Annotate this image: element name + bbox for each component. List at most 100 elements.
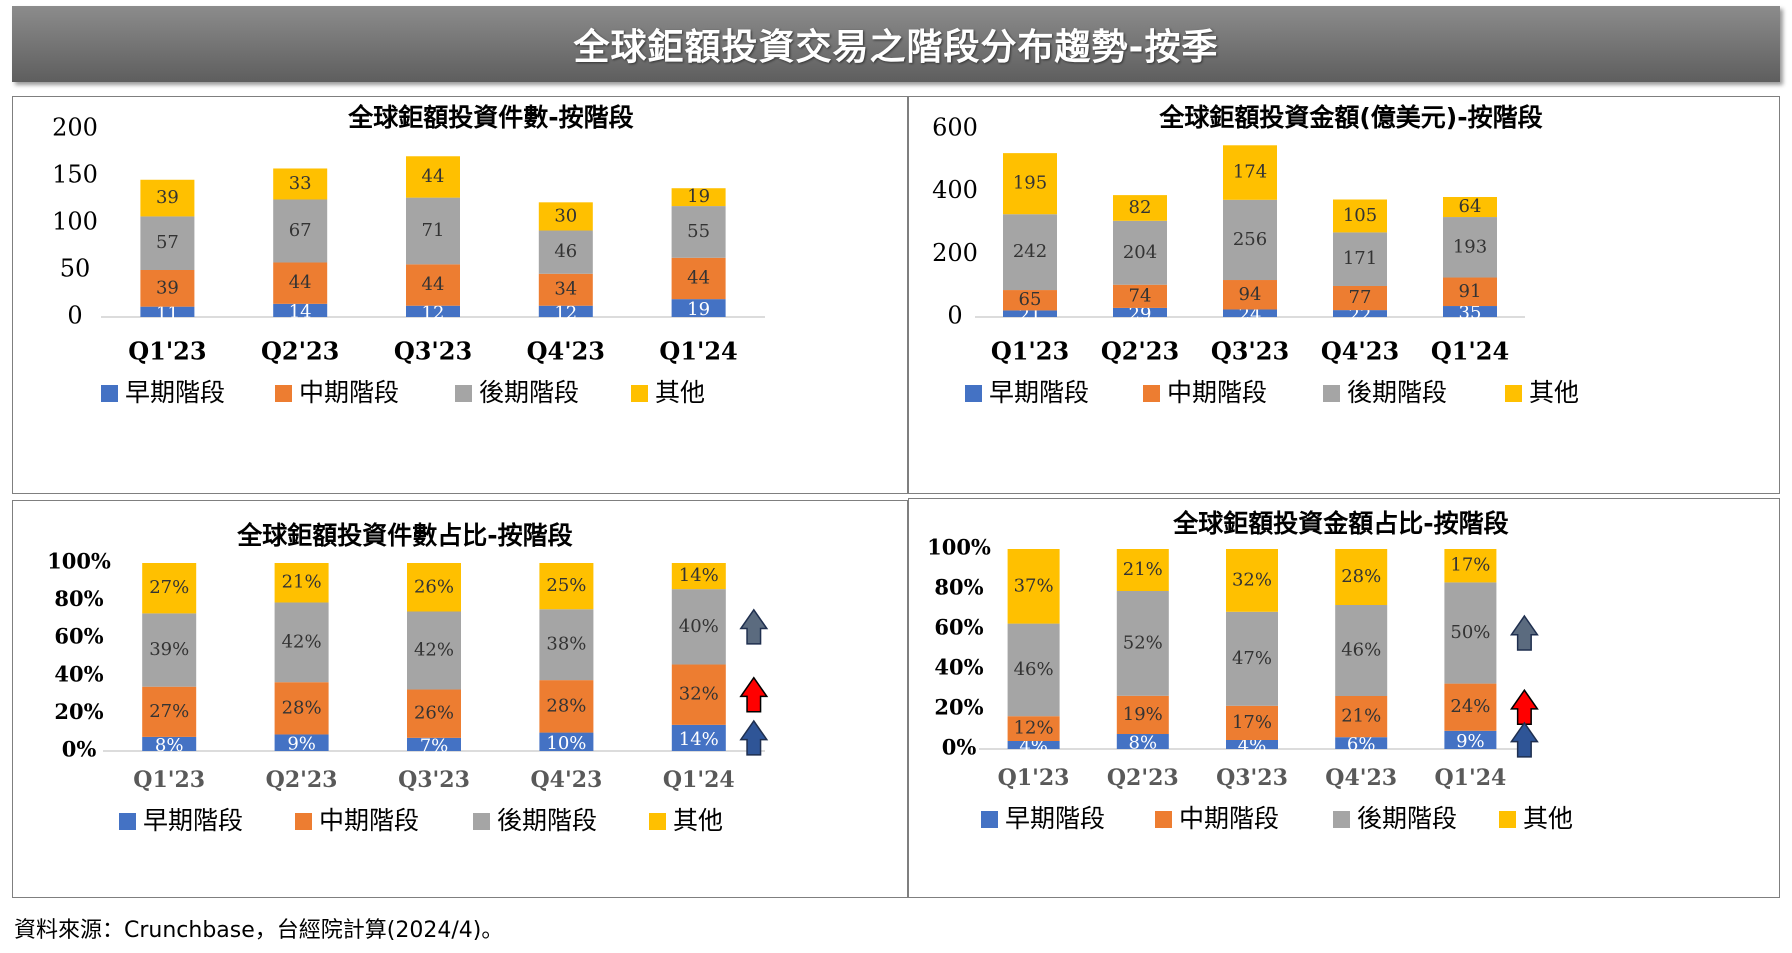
chart-count-share: 全球鉅額投資件數占比-按階段 0% 20% 40% 60% 80% 100% 8% 27% 39%… (47, 521, 769, 835)
legend-swatch (473, 813, 490, 830)
data-label: 94 (1239, 284, 1262, 305)
data-label: 24 (1239, 304, 1262, 325)
bar-segment (1335, 696, 1388, 738)
trend-arrow-icon (1509, 721, 1539, 758)
data-label: 256 (1233, 229, 1267, 250)
legend-swatch (965, 385, 982, 402)
data-label: 44 (422, 274, 445, 295)
bar-segment (140, 216, 195, 270)
bar-segment (142, 736, 197, 751)
bar-segment (1335, 605, 1388, 696)
data-label: 9% (287, 734, 316, 755)
bar-segment (407, 563, 461, 612)
bar-segment (1443, 277, 1497, 307)
data-label: 44 (422, 166, 445, 187)
panel-amount-share: 全球鉅額投資金額占比-按階段 0% 20% 40% 60% 80% 100% 4% 12% 46%… (908, 498, 1780, 898)
bar-segment (1003, 153, 1057, 215)
x-tick-label: Q4'23 (527, 337, 605, 366)
x-tick-label: Q4'23 (1325, 765, 1397, 791)
bar-segment (1116, 549, 1169, 591)
bar-segment (671, 664, 726, 725)
bar-segment (1333, 310, 1387, 317)
chart-amount-share: 全球鉅額投資金額占比-按階段0%20%40%60%80%100%4%12%46%… (927, 509, 1573, 833)
bar-segment (142, 613, 197, 687)
bar-segment (1226, 705, 1278, 740)
data-label: 7% (420, 735, 449, 756)
data-label: 12 (422, 302, 445, 323)
x-tick-label: Q4'23 (530, 767, 602, 793)
panel-count-share: 全球鉅額投資件數占比-按階段 0% 20% 40% 60% 80% 100% 8% 27% 39%… (12, 500, 908, 898)
data-label: 35 (1459, 303, 1482, 324)
bar-segment (142, 563, 197, 614)
bar-segment (1116, 734, 1169, 749)
bar-segment (1113, 220, 1167, 285)
bar-segment (671, 589, 726, 665)
legend-swatch (275, 385, 292, 402)
data-label: 39 (156, 277, 179, 298)
bar-segment (274, 602, 329, 683)
data-label: 29 (1129, 303, 1152, 324)
y-tick-label: 20% (934, 695, 983, 720)
bar-segment (1113, 307, 1167, 317)
legend-label: 早期階段 (125, 378, 225, 407)
data-label: 25% (546, 575, 586, 596)
bar-segment (539, 609, 594, 681)
bar-segment (140, 179, 195, 217)
data-label: 50% (1450, 622, 1490, 643)
data-label: 33 (289, 173, 312, 194)
data-label: 38% (546, 634, 586, 655)
data-label: 19 (687, 186, 710, 207)
bar-segment (671, 206, 726, 258)
data-label: 64 (1459, 196, 1482, 217)
trend-arrow-icon (739, 676, 769, 713)
data-label: 32% (679, 684, 719, 705)
y-tick-label: 600 (932, 114, 978, 142)
bar-segment (273, 168, 328, 200)
bar-segment (407, 689, 461, 738)
data-label: 4% (1238, 736, 1267, 757)
chart-title: 全球鉅額投資件數-按階段 (347, 103, 633, 132)
legend-label: 其他 (1523, 804, 1573, 833)
data-label: 17% (1450, 555, 1490, 576)
bar-segment (1444, 730, 1497, 749)
legend-label: 後期階段 (1347, 378, 1447, 407)
data-label: 52% (1123, 632, 1163, 653)
x-tick-label: Q3'23 (398, 767, 470, 793)
chart-title: 全球鉅額投資金額占比-按階段 (1172, 509, 1508, 538)
y-tick-label: 100% (47, 549, 111, 574)
data-label: 21% (1123, 559, 1163, 580)
data-label: 67 (289, 220, 312, 241)
data-label: 55 (687, 221, 710, 242)
bar-segment (1335, 549, 1388, 605)
legend-swatch (981, 811, 998, 828)
legend-label: 中期階段 (319, 806, 419, 835)
bar-segment (1113, 195, 1167, 221)
chart-title: 全球鉅額投資件數占比-按階段 (236, 521, 572, 550)
trend-arrow-icon (739, 719, 769, 756)
y-tick-label: 100 (52, 208, 98, 236)
bar-segment (538, 273, 593, 306)
y-tick-label: 20% (54, 699, 103, 724)
bar-segment (273, 262, 328, 304)
data-label: 19% (1123, 704, 1163, 725)
x-tick-label: Q4'23 (1321, 337, 1399, 366)
data-label: 24% (1450, 696, 1490, 717)
bar-segment (671, 724, 726, 751)
bar-segment (140, 270, 195, 307)
chart-count: 全球鉅額投資件數-按階段 0 50 100 150 200 11 39 57 39 Q1'23 14 4… (52, 103, 765, 407)
data-label: 40% (679, 616, 719, 637)
data-label: 11 (156, 303, 179, 324)
data-label: 28% (282, 697, 322, 718)
bar-segment (1113, 284, 1167, 308)
bar-segment (274, 563, 329, 603)
data-label: 57 (156, 232, 179, 253)
legend-label: 後期階段 (479, 378, 579, 407)
bar-segment (1116, 591, 1169, 696)
legend-swatch (649, 813, 666, 830)
bar-segment (1444, 683, 1497, 731)
x-tick-label: Q3'23 (394, 337, 472, 366)
bar-segment (1226, 611, 1278, 706)
bar-segment (1226, 549, 1278, 612)
bar-segment (671, 188, 726, 207)
y-tick-label: 0 (947, 302, 962, 330)
